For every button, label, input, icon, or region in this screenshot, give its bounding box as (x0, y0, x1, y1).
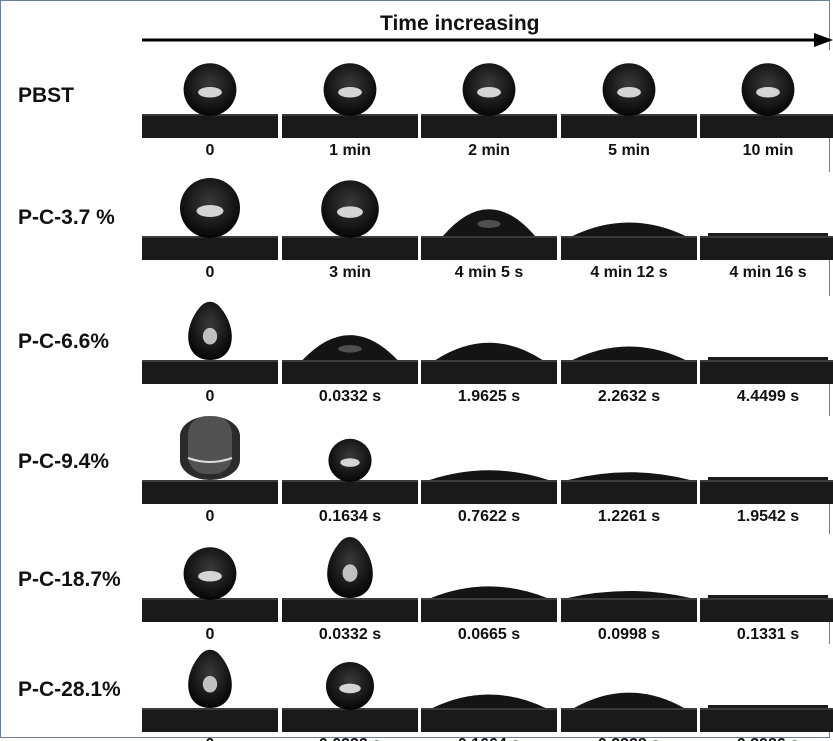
droplet-frame (142, 296, 278, 384)
time-label: 0.3986 s (700, 736, 833, 741)
droplet-frame (282, 296, 418, 384)
droplet-frame (282, 50, 418, 138)
time-label: 0.0332 s (318, 388, 382, 405)
time-label: 0 (205, 142, 215, 159)
droplet-frame (142, 534, 278, 622)
droplet-image (700, 416, 833, 504)
droplet-image (142, 534, 278, 622)
droplet-image (700, 534, 833, 622)
time-label: 1 min (329, 142, 371, 159)
time-label: 0 (142, 736, 278, 741)
droplet-image (421, 416, 557, 504)
droplet-image (700, 644, 833, 732)
time-label: 0.1331 s (736, 626, 800, 643)
droplet-frame (561, 416, 697, 504)
time-label: 0.2328 s (561, 736, 697, 741)
time-label: 0.0332 s (318, 626, 382, 643)
droplet-image (282, 50, 418, 138)
droplet-image (561, 296, 697, 384)
droplet-image (142, 296, 278, 384)
time-label: 1.9625 s (457, 388, 521, 405)
droplet-image (561, 50, 697, 138)
sample-label: PBST (18, 84, 75, 107)
time-label: 0.0665 s (457, 626, 521, 643)
droplet-frame (282, 172, 418, 260)
time-label: 0.7622 s (457, 508, 521, 525)
droplet-image (282, 644, 418, 732)
droplet-frame (421, 296, 557, 384)
time-label: 0.1634 s (318, 508, 382, 525)
time-label: 2.2632 s (597, 388, 661, 405)
time-label: 0 (205, 388, 215, 405)
time-label: 0.0332 s (282, 736, 418, 741)
time-label: 4 min 12 s (590, 264, 668, 281)
sample-label: P-C-9.4% (18, 450, 110, 473)
time-label: 3 min (329, 264, 371, 281)
time-label: 0.0998 s (597, 626, 661, 643)
droplet-image (700, 172, 833, 260)
droplet-frame (700, 296, 833, 384)
droplet-image (421, 534, 557, 622)
sample-label: P-C-18.7% (18, 568, 121, 591)
droplet-frame (142, 644, 278, 732)
droplet-frame (282, 416, 418, 504)
droplet-image (561, 172, 697, 260)
droplet-image (282, 296, 418, 384)
time-label: 0 (205, 626, 215, 643)
droplet-image (282, 172, 418, 260)
droplet-frame (421, 534, 557, 622)
droplet-image (700, 50, 833, 138)
droplet-image (142, 416, 278, 504)
droplet-frame (421, 50, 557, 138)
droplet-frame (700, 534, 833, 622)
time-arrow (142, 33, 833, 47)
droplet-frame (561, 296, 697, 384)
droplet-frame (142, 172, 278, 260)
time-label: 1.9542 s (736, 508, 800, 525)
droplet-image (561, 534, 697, 622)
droplet-image (421, 644, 557, 732)
droplet-frame (142, 50, 278, 138)
time-label: 5 min (608, 142, 650, 159)
droplet-frame (561, 644, 697, 732)
droplet-image (421, 50, 557, 138)
droplet-frame (421, 416, 557, 504)
time-increasing-label: Time increasing (380, 12, 540, 35)
droplet-frame (561, 50, 697, 138)
droplet-image (142, 50, 278, 138)
sample-label: P-C-6.6% (18, 330, 110, 353)
droplet-image (142, 172, 278, 260)
sample-label: P-C-3.7 % (18, 206, 115, 229)
droplet-image (142, 644, 278, 732)
droplet-frame (700, 416, 833, 504)
droplet-image (561, 644, 697, 732)
droplet-image (561, 416, 697, 504)
droplet-frame (561, 172, 697, 260)
time-label: 4 min 16 s (729, 264, 807, 281)
droplet-frame (421, 172, 557, 260)
droplet-frame (282, 534, 418, 622)
time-label: 1.2261 s (597, 508, 661, 525)
time-label: 0.1664 s (421, 736, 557, 741)
droplet-frame (142, 416, 278, 504)
droplet-image (421, 296, 557, 384)
time-label: 4.4499 s (736, 388, 800, 405)
time-label: 0 (205, 264, 215, 281)
time-label: 0 (205, 508, 215, 525)
droplet-image (700, 296, 833, 384)
droplet-image (282, 534, 418, 622)
droplet-frame (421, 644, 557, 732)
droplet-frame (700, 644, 833, 732)
sample-label: P-C-28.1% (18, 678, 121, 701)
droplet-image (282, 416, 418, 504)
droplet-frame (282, 644, 418, 732)
time-label: 10 min (742, 142, 794, 159)
time-label: 2 min (468, 142, 510, 159)
droplet-frame (700, 172, 833, 260)
time-label: 4 min 5 s (454, 264, 524, 281)
droplet-image (421, 172, 557, 260)
droplet-frame (700, 50, 833, 138)
droplet-frame (561, 534, 697, 622)
